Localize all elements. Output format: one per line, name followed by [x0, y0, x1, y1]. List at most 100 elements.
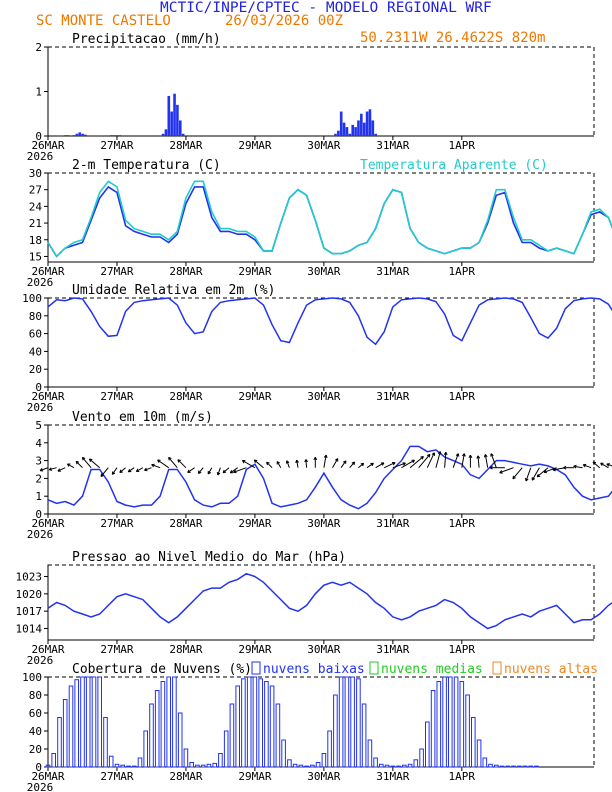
wind-arrow-head [286, 460, 290, 464]
wind-arrow-head [552, 467, 556, 471]
low-cloud-bar [131, 765, 137, 768]
cloud-cover-panel: 0 20 40 60 80 100 26MAR 27MAR 28MAR 29MAR 30MAR 31M… [22, 661, 598, 792]
wind-arrow-head [392, 462, 396, 466]
precip-bar [178, 120, 182, 136]
x-tick-label: 26MAR [31, 517, 64, 530]
wind-arrow [286, 460, 290, 468]
x-tick-label: 30MAR [307, 517, 340, 530]
wind-arrow [435, 451, 441, 468]
humidity-line [47, 297, 612, 346]
y-tick-label: 1 [35, 490, 42, 503]
wind-arrow-head [39, 467, 43, 471]
wind-arrow [157, 459, 169, 469]
wind-arrow-head [490, 453, 494, 456]
low-cloud-bar [459, 681, 465, 768]
y-tick-label: 1020 [16, 588, 43, 601]
y-tick-label: 21 [29, 217, 42, 230]
y-tick-label: 0 [35, 381, 42, 394]
wind-arrow [230, 467, 238, 474]
wind-arrow [57, 467, 66, 472]
wind-arrow [198, 467, 204, 474]
wind-arrow-head [592, 461, 597, 464]
wind-arrow [323, 454, 327, 468]
low-cloud-bar [407, 763, 413, 768]
x-tick-label: 26MAR [31, 643, 64, 656]
wind-arrow [484, 454, 489, 468]
run-date: 26/03/2026 00Z [225, 13, 343, 29]
wind-arrow [222, 467, 230, 474]
x-year-label: 2026 [27, 150, 54, 163]
wind-arrow [444, 452, 447, 468]
wind-arrow [531, 467, 540, 481]
low-cloud-bar [471, 717, 476, 768]
wind-arrow-head [371, 462, 374, 467]
wind-arrow [332, 458, 339, 468]
precip-bar [334, 133, 337, 136]
wind-arrow [82, 457, 92, 469]
wind-arrow-head [177, 459, 181, 461]
low-cloud-bar [333, 694, 338, 768]
precip-bar [348, 133, 352, 136]
wind-arrow-head [489, 465, 493, 469]
wind-arrow [461, 453, 465, 468]
y-tick-label: 24 [29, 200, 43, 213]
wind-arrow-head [305, 459, 309, 463]
wind-arrow-head [484, 454, 488, 458]
apparent-temperature-line [47, 180, 612, 258]
x-tick-label: 28MAR [169, 139, 202, 152]
wind-arrow-head [168, 456, 172, 459]
wind-arrow [418, 454, 431, 469]
y-tick-label: 20 [29, 363, 42, 376]
low-cloud-bar [373, 757, 378, 768]
wind-arrow [305, 459, 308, 468]
wind-arrow [383, 462, 396, 469]
x-tick-label: 28MAR [169, 390, 202, 403]
wind-arrow [111, 467, 118, 475]
wind-arrow [490, 453, 497, 468]
low-cloud-bar [68, 685, 74, 768]
wind-arrow [75, 461, 83, 469]
precip-bar [170, 111, 173, 136]
wind-arrow [583, 464, 592, 469]
y-tick-label: 20 [29, 743, 42, 756]
wind-arrow-head [362, 463, 365, 467]
low-cloud-bar [315, 762, 321, 768]
wind-arrow-head [439, 451, 442, 455]
wind-arrow [67, 463, 75, 469]
station-coordinates: 50.2311W 26.4622S 820m [360, 30, 545, 46]
model-title: MCTIC/INPE/CPTEC - MODELO REGIONAL WRF [160, 0, 492, 16]
x-tick-label: 27MAR [100, 770, 133, 783]
legend-label: nuvens baixas [263, 662, 365, 677]
wind-arrow-head [403, 462, 406, 466]
low-cloud-bar [442, 676, 447, 768]
x-tick-label: 30MAR [307, 770, 340, 783]
low-cloud-bar [482, 757, 488, 768]
low-cloud-bar [149, 703, 154, 768]
low-cloud-bar [327, 730, 332, 768]
precip-bar [81, 133, 84, 136]
low-cloud-bar [379, 763, 384, 768]
y-tick-label: 1 [35, 86, 42, 99]
legend-swatch [492, 661, 502, 675]
low-cloud-bar [212, 762, 217, 768]
y-tick-label: 0 [35, 761, 42, 774]
x-tick-label: 26MAR [31, 265, 64, 278]
x-tick-label: 29MAR [238, 265, 271, 278]
wind-arrow-head [563, 465, 567, 469]
wind-arrow-head [197, 470, 200, 474]
low-cloud-bar [448, 676, 453, 768]
low-cloud-bar [361, 703, 367, 768]
precip-bar [337, 130, 340, 136]
low-cloud-bar [419, 748, 424, 768]
wind-arrow-head [445, 451, 448, 456]
y-tick-label: 2 [35, 41, 42, 54]
y-tick-label: 100 [22, 671, 42, 684]
low-cloud-bar [344, 676, 350, 768]
y-tick-label: 0 [35, 130, 42, 143]
wind-arrow [536, 467, 549, 478]
x-tick-label: 27MAR [100, 139, 133, 152]
x-tick-label: 1APR [449, 265, 476, 278]
y-tick-label: 27 [29, 184, 42, 197]
y-tick-label: 1014 [16, 622, 43, 635]
wind-arrow-head [57, 468, 61, 472]
